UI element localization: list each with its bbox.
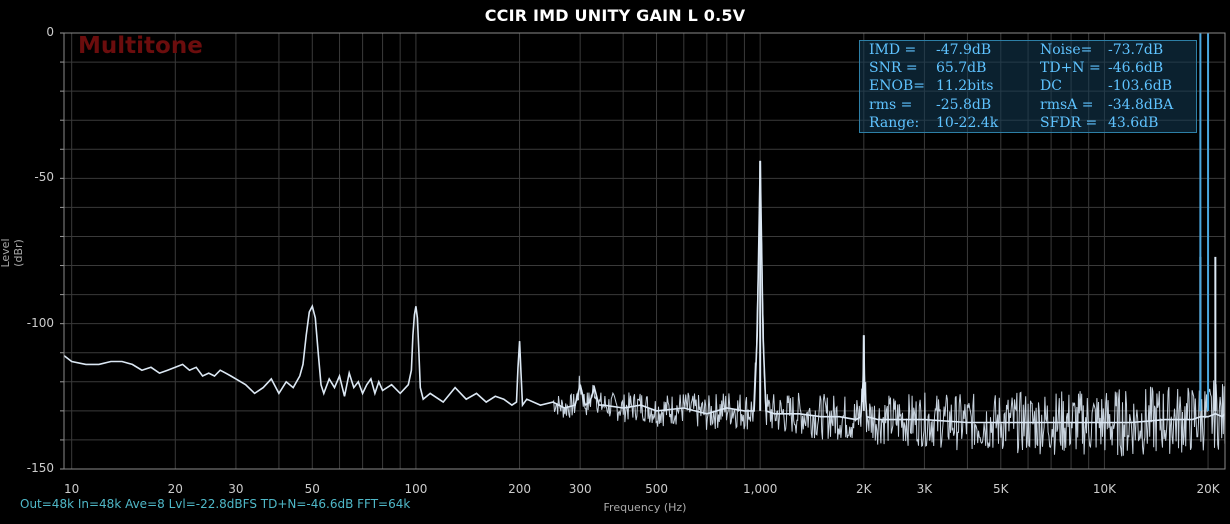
stat-label: DC <box>1040 78 1062 95</box>
stat-label: TD+N = <box>1040 60 1101 77</box>
x-tick-label: 50 <box>304 482 320 496</box>
plot-frame <box>63 32 1226 470</box>
noise-floor-trace <box>552 176 1226 457</box>
stat-value: 43.6dB <box>1108 114 1159 131</box>
stat-value: -47.9dB <box>936 42 992 58</box>
x-axis-label: Frequency (Hz) <box>603 501 687 514</box>
x-tick-label: 20 <box>167 482 183 496</box>
stat-value: -73.7dB <box>1108 42 1164 58</box>
stat-label: Noise= <box>1040 42 1093 58</box>
stat-value: -34.8dBA <box>1108 96 1174 113</box>
stat-value: 11.2bits <box>936 78 994 95</box>
stat-label: rms = <box>869 96 913 113</box>
x-tick-label: 200 <box>508 482 531 496</box>
y-axis-label: Level (dBr) <box>0 238 25 268</box>
x-tick-label: 30 <box>228 482 244 496</box>
x-tick-label: 300 <box>568 482 592 496</box>
stat-label: ENOB= <box>869 78 925 95</box>
spectrum-trace <box>63 160 1226 424</box>
stats-panel: IMD = -47.9dB Noise= -73.7dB SNR = 65.7dB TD+N… <box>859 40 1197 133</box>
x-tick-label: 2K <box>856 482 872 496</box>
x-tick-label: 500 <box>645 482 668 496</box>
x-tick-label: 1,000 <box>742 482 778 496</box>
y-tick-label: -100 <box>26 315 54 330</box>
stat-value: -46.6dB <box>1108 60 1164 77</box>
y-tick-label: -150 <box>26 461 54 475</box>
x-tick-label: 10 <box>64 482 80 496</box>
status-line: Out=48k In=48k Ave=8 Lvl=-22.8dBFS TD+N=… <box>20 497 411 511</box>
stat-label: IMD = <box>869 42 917 58</box>
x-tick-label: 20K <box>1196 482 1220 496</box>
stat-value: -103.6dB <box>1108 78 1173 95</box>
y-tick-label: 0 <box>46 25 54 39</box>
stat-value: 10-22.4k <box>936 114 999 131</box>
trace-layer <box>63 33 1226 457</box>
x-tick-label: 100 <box>404 482 428 496</box>
stat-label: SFDR = <box>1040 114 1098 131</box>
stat-value: 65.7dB <box>936 60 987 77</box>
stat-label: SNR = <box>869 60 918 77</box>
chart-title: CCIR IMD UNITY GAIN L 0.5V <box>484 6 746 25</box>
y-tick-label: -50 <box>34 170 54 185</box>
stat-value: -25.8dB <box>936 96 992 113</box>
watermark-label: Multitone <box>78 33 203 59</box>
x-tick-label: 3K <box>916 482 933 496</box>
x-tick-label: 10K <box>1092 482 1116 496</box>
x-tick-label: 5K <box>993 482 1009 496</box>
stat-label: Range: <box>869 114 920 131</box>
stat-label: rmsA = <box>1040 96 1094 113</box>
